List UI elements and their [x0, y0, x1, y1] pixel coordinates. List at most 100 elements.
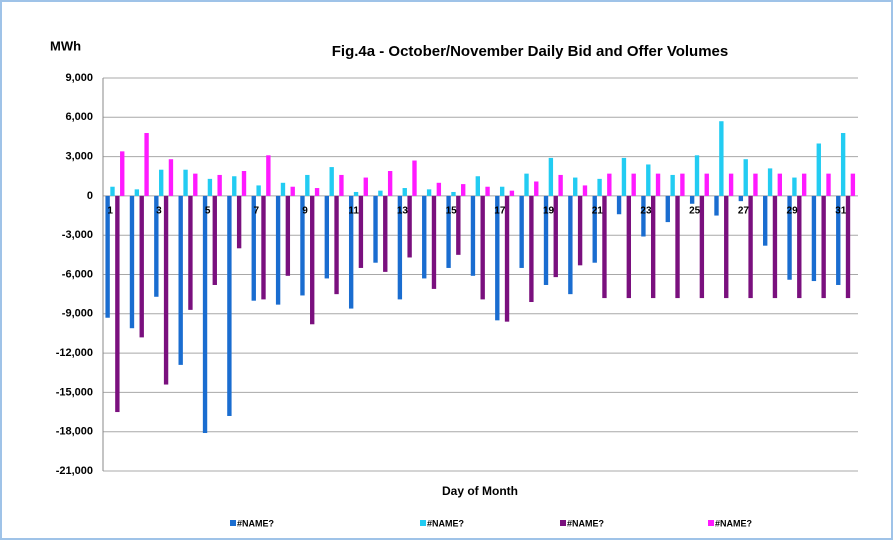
bar — [787, 195, 792, 280]
bar — [110, 186, 115, 196]
bar — [115, 195, 120, 413]
bar — [748, 195, 753, 299]
bar — [412, 160, 417, 196]
bar — [641, 195, 646, 237]
y-axis-label: MWh — [50, 38, 81, 53]
x-tick-label: 3 — [156, 206, 162, 217]
bar — [499, 186, 505, 196]
y-tick-label: -3,000 — [62, 229, 93, 241]
bar — [680, 173, 685, 196]
bar — [694, 155, 700, 196]
x-tick-label: 29 — [787, 206, 799, 217]
bar — [558, 174, 563, 196]
bar — [461, 184, 466, 196]
x-tick-label: 15 — [446, 206, 458, 217]
legend-label: #NAME? — [567, 518, 604, 528]
bar — [178, 195, 183, 365]
legend-label: #NAME? — [427, 518, 464, 528]
bar — [227, 195, 232, 416]
bar — [387, 171, 393, 196]
bar — [480, 195, 485, 300]
bar — [743, 159, 748, 196]
bar — [310, 195, 315, 325]
bar — [767, 168, 773, 196]
bar — [670, 174, 675, 196]
bar — [256, 185, 261, 196]
bar — [353, 191, 359, 196]
bar — [607, 173, 612, 196]
bar — [524, 173, 529, 196]
bar — [154, 195, 159, 297]
bar — [655, 173, 661, 196]
bar — [261, 195, 266, 300]
bar — [704, 173, 709, 196]
bar — [592, 195, 597, 263]
bar — [159, 169, 164, 196]
bar — [431, 195, 437, 289]
bar — [597, 178, 602, 196]
bar — [266, 155, 271, 196]
bar — [650, 195, 656, 299]
x-tick-label: 31 — [835, 206, 847, 217]
bar — [616, 195, 622, 215]
legend-label: #NAME? — [237, 518, 274, 528]
bar — [714, 195, 719, 216]
bar — [134, 189, 140, 196]
bar — [689, 195, 695, 204]
y-tick-label: 6,000 — [65, 111, 93, 123]
bar — [777, 173, 782, 196]
bar — [665, 195, 670, 223]
bar — [470, 195, 476, 276]
y-tick-label: -15,000 — [56, 386, 93, 398]
bar — [139, 195, 144, 338]
y-tick-label: 3,000 — [65, 151, 93, 163]
bar — [826, 173, 831, 196]
bar — [300, 195, 305, 296]
bar — [626, 195, 631, 299]
bar — [456, 195, 461, 255]
bar — [324, 195, 329, 279]
bar — [602, 195, 607, 299]
bar — [850, 173, 856, 196]
x-tick-label: 25 — [689, 206, 701, 217]
bar — [280, 182, 286, 196]
bar — [509, 190, 515, 196]
bar — [334, 195, 339, 295]
bar — [397, 195, 403, 300]
bar — [845, 195, 851, 299]
x-tick-label: 19 — [543, 206, 555, 217]
bar — [699, 195, 705, 299]
bar — [407, 195, 412, 258]
bar — [329, 167, 334, 196]
bar — [553, 195, 558, 278]
bar — [724, 195, 729, 299]
bar — [232, 176, 237, 196]
bar — [792, 177, 797, 196]
bar — [577, 195, 583, 266]
bar — [358, 195, 364, 268]
bar — [816, 143, 821, 196]
legend-swatch — [560, 520, 566, 526]
bar — [836, 195, 841, 285]
bar — [582, 185, 588, 196]
bar — [495, 195, 500, 321]
y-tick-label: -12,000 — [56, 347, 93, 359]
bar — [675, 195, 680, 299]
x-tick-label: 23 — [640, 206, 652, 217]
bar — [217, 174, 222, 196]
x-tick-label: 7 — [254, 206, 260, 217]
bar — [422, 195, 427, 279]
bar — [646, 164, 651, 196]
bar — [163, 195, 169, 385]
bar — [436, 182, 442, 196]
bar — [402, 188, 407, 196]
y-tick-label: -9,000 — [62, 308, 93, 320]
bar — [772, 195, 778, 299]
bar — [275, 195, 281, 305]
bar — [285, 195, 291, 276]
bar — [534, 181, 539, 196]
x-tick-label: 9 — [302, 206, 308, 217]
bar — [251, 195, 256, 301]
